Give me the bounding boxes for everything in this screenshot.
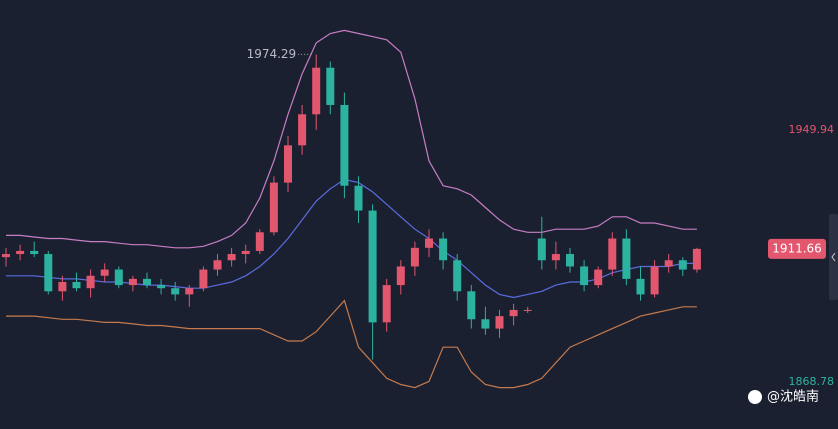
candle-body bbox=[425, 238, 433, 248]
candle-body bbox=[566, 254, 574, 267]
candle-body bbox=[636, 278, 645, 295]
candle-body bbox=[16, 250, 25, 255]
candle-body bbox=[382, 285, 391, 323]
candle-body bbox=[354, 185, 363, 211]
candle-body bbox=[227, 254, 236, 261]
candle-body bbox=[100, 269, 109, 276]
watermark-text: @沈皓南 bbox=[767, 389, 819, 405]
candle-body bbox=[439, 238, 448, 261]
candle-body bbox=[157, 285, 166, 289]
collapse-arrow[interactable] bbox=[831, 252, 836, 262]
candle-body bbox=[664, 260, 673, 267]
y-tick-label: 1949.94 bbox=[789, 123, 835, 136]
max-label: 1974.29 bbox=[247, 47, 297, 61]
candle-body bbox=[284, 145, 292, 183]
candle-body bbox=[594, 269, 603, 286]
candle-body bbox=[410, 247, 419, 267]
candle-body bbox=[340, 104, 349, 186]
last-price-box bbox=[768, 238, 826, 259]
candle-body bbox=[298, 114, 307, 146]
candle-body bbox=[241, 250, 250, 255]
candle-body bbox=[255, 232, 264, 251]
candle-body bbox=[678, 260, 687, 270]
candle-body bbox=[551, 254, 560, 261]
y-tick-label: 1868.78 bbox=[789, 375, 835, 388]
candle-body bbox=[453, 260, 462, 292]
band-lower bbox=[6, 299, 697, 389]
candle-body bbox=[143, 278, 151, 286]
candle-body bbox=[509, 309, 518, 317]
candle-body bbox=[692, 248, 701, 270]
candle-body bbox=[2, 254, 10, 258]
candle-body bbox=[326, 67, 335, 105]
candle-body bbox=[171, 288, 180, 295]
scroll-handle[interactable] bbox=[829, 214, 838, 300]
candle-body bbox=[128, 278, 137, 286]
candle-body bbox=[580, 266, 589, 286]
candle-body bbox=[608, 238, 617, 270]
last-price-label: 1911.66 bbox=[772, 241, 822, 255]
candle-body bbox=[199, 269, 208, 289]
candle-body bbox=[650, 266, 659, 295]
candle-body bbox=[58, 281, 67, 292]
candle-body bbox=[481, 319, 490, 329]
candle-body bbox=[213, 260, 222, 270]
candle-body bbox=[72, 281, 81, 289]
candle-body bbox=[312, 67, 321, 115]
candle-body bbox=[495, 316, 504, 329]
watermark: @沈皓南 bbox=[748, 389, 819, 405]
band-upper bbox=[6, 29, 697, 249]
watermark-icon bbox=[748, 390, 762, 404]
candle-body bbox=[622, 238, 631, 279]
candle-body bbox=[523, 309, 532, 311]
candle-body bbox=[86, 275, 95, 289]
candle-body bbox=[396, 266, 405, 286]
candle-body bbox=[30, 250, 39, 255]
candle-body bbox=[537, 238, 546, 261]
candle-body bbox=[185, 288, 194, 295]
candle-body bbox=[467, 291, 476, 320]
candle-body bbox=[44, 254, 53, 292]
candle-body bbox=[368, 210, 377, 323]
candle-body bbox=[114, 269, 123, 286]
candle-body bbox=[269, 182, 278, 233]
